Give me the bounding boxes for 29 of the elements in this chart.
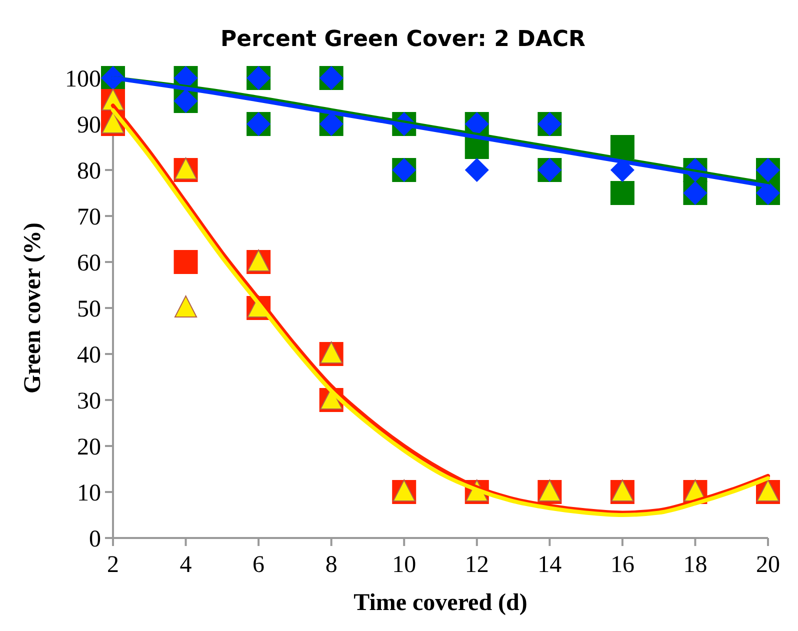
y-tick-label: 20	[77, 434, 101, 460]
y-tick-label: 80	[77, 158, 101, 184]
point	[610, 135, 634, 159]
x-tick-label: 16	[610, 552, 634, 578]
point	[610, 181, 634, 205]
point	[464, 158, 489, 182]
x-tick-label: 4	[180, 552, 192, 578]
y-tick-label: 90	[77, 112, 101, 138]
y-tick-label: 100	[65, 66, 101, 92]
x-axis-title: Time covered (d)	[354, 590, 528, 616]
y-axis-title: Green cover (%)	[20, 222, 46, 394]
x-tick-label: 6	[252, 552, 265, 578]
chart-title: Percent Green Cover: 2 DACR	[220, 27, 586, 52]
y-tick-label: 70	[77, 204, 101, 230]
y-tick-label: 10	[77, 480, 101, 506]
y-tick-label: 60	[77, 250, 101, 276]
y-tick-label: 50	[77, 296, 101, 322]
x-tick-label: 8	[325, 552, 338, 578]
y-tick-label: 0	[89, 526, 101, 552]
point	[174, 296, 198, 318]
x-tick-label: 2	[107, 552, 119, 578]
x-tick-label: 12	[464, 552, 489, 578]
y-tick-label: 40	[77, 342, 101, 368]
x-tick-label: 10	[392, 552, 416, 578]
x-tick-label: 14	[538, 552, 562, 578]
point	[174, 250, 198, 274]
x-tick-label: 18	[683, 552, 708, 578]
x-tick-label: 20	[756, 552, 780, 578]
y-tick-label: 30	[77, 388, 101, 414]
